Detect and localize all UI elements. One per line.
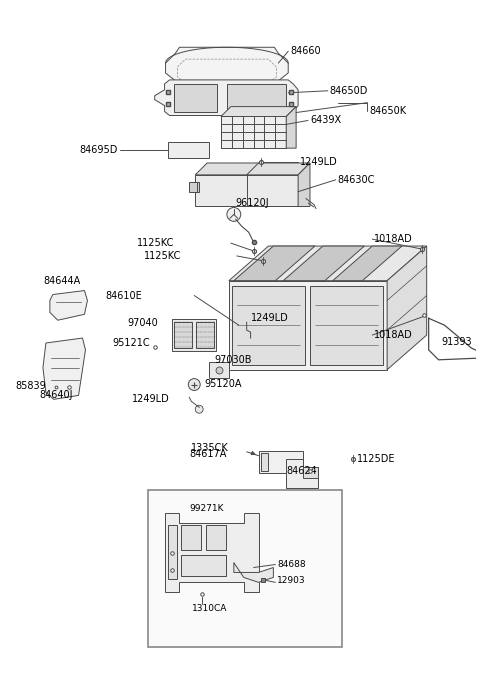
Text: 96120J: 96120J — [236, 198, 269, 207]
Bar — [259, 451, 303, 473]
Text: 84660: 84660 — [290, 47, 321, 56]
Polygon shape — [174, 84, 217, 111]
Bar — [221, 116, 286, 148]
Text: 1249LD: 1249LD — [300, 157, 338, 167]
Polygon shape — [286, 459, 318, 488]
Text: 95121C: 95121C — [112, 338, 150, 348]
Text: 84688: 84688 — [277, 560, 306, 569]
Bar — [232, 286, 305, 365]
Bar — [168, 142, 209, 158]
Text: 1310CA: 1310CA — [192, 603, 228, 613]
Polygon shape — [43, 338, 85, 399]
Polygon shape — [189, 182, 197, 192]
Text: 1125DE: 1125DE — [358, 453, 396, 464]
Bar — [181, 555, 226, 577]
Text: 6439X: 6439X — [310, 116, 341, 125]
Polygon shape — [227, 84, 286, 111]
Text: 84640J: 84640J — [39, 391, 72, 400]
Polygon shape — [166, 47, 288, 85]
Text: 97030B: 97030B — [214, 355, 252, 365]
Circle shape — [247, 336, 254, 344]
Bar — [168, 525, 178, 579]
Text: 85839: 85839 — [15, 380, 46, 391]
Polygon shape — [50, 291, 87, 320]
Bar — [172, 319, 216, 351]
Circle shape — [195, 406, 203, 413]
Text: 1125KC: 1125KC — [144, 251, 181, 261]
Polygon shape — [221, 107, 296, 116]
Text: 84644A: 84644A — [43, 276, 80, 286]
Text: 1249LD: 1249LD — [132, 395, 169, 404]
Polygon shape — [155, 80, 298, 116]
Bar — [148, 490, 342, 646]
Text: 1018AD: 1018AD — [374, 234, 413, 244]
Text: 84624: 84624 — [286, 466, 317, 475]
Polygon shape — [234, 246, 315, 280]
Text: 84650D: 84650D — [330, 86, 368, 96]
Polygon shape — [303, 466, 318, 479]
Text: 84617A: 84617A — [189, 449, 227, 459]
Polygon shape — [195, 163, 310, 175]
Polygon shape — [333, 246, 402, 280]
Polygon shape — [229, 246, 427, 280]
Polygon shape — [286, 107, 296, 148]
Text: 1335CK: 1335CK — [191, 443, 229, 453]
Polygon shape — [195, 175, 298, 207]
Text: 84630C: 84630C — [337, 175, 375, 185]
Text: 84610E: 84610E — [105, 291, 142, 300]
Polygon shape — [192, 182, 199, 192]
Polygon shape — [165, 513, 259, 592]
Bar — [209, 362, 229, 378]
Text: 99271K: 99271K — [189, 503, 224, 513]
Circle shape — [188, 379, 200, 391]
Bar — [196, 322, 214, 348]
Bar — [261, 453, 268, 471]
Text: 97040: 97040 — [127, 318, 157, 328]
Polygon shape — [298, 163, 310, 207]
Text: 84695D: 84695D — [80, 145, 118, 155]
Polygon shape — [283, 246, 364, 280]
Polygon shape — [387, 246, 427, 369]
Polygon shape — [229, 280, 387, 369]
Text: 95120A: 95120A — [204, 378, 241, 389]
Bar — [181, 525, 201, 550]
Bar — [206, 525, 226, 550]
Circle shape — [227, 207, 241, 222]
Text: 1018AD: 1018AD — [374, 330, 413, 340]
Text: 91393: 91393 — [442, 337, 472, 347]
Text: 1249LD: 1249LD — [251, 313, 288, 324]
Bar — [174, 322, 192, 348]
Polygon shape — [234, 562, 274, 582]
Text: 1125KC: 1125KC — [137, 238, 174, 248]
Text: 12903: 12903 — [277, 576, 306, 585]
Text: 84650K: 84650K — [369, 105, 407, 116]
Bar — [310, 286, 383, 365]
